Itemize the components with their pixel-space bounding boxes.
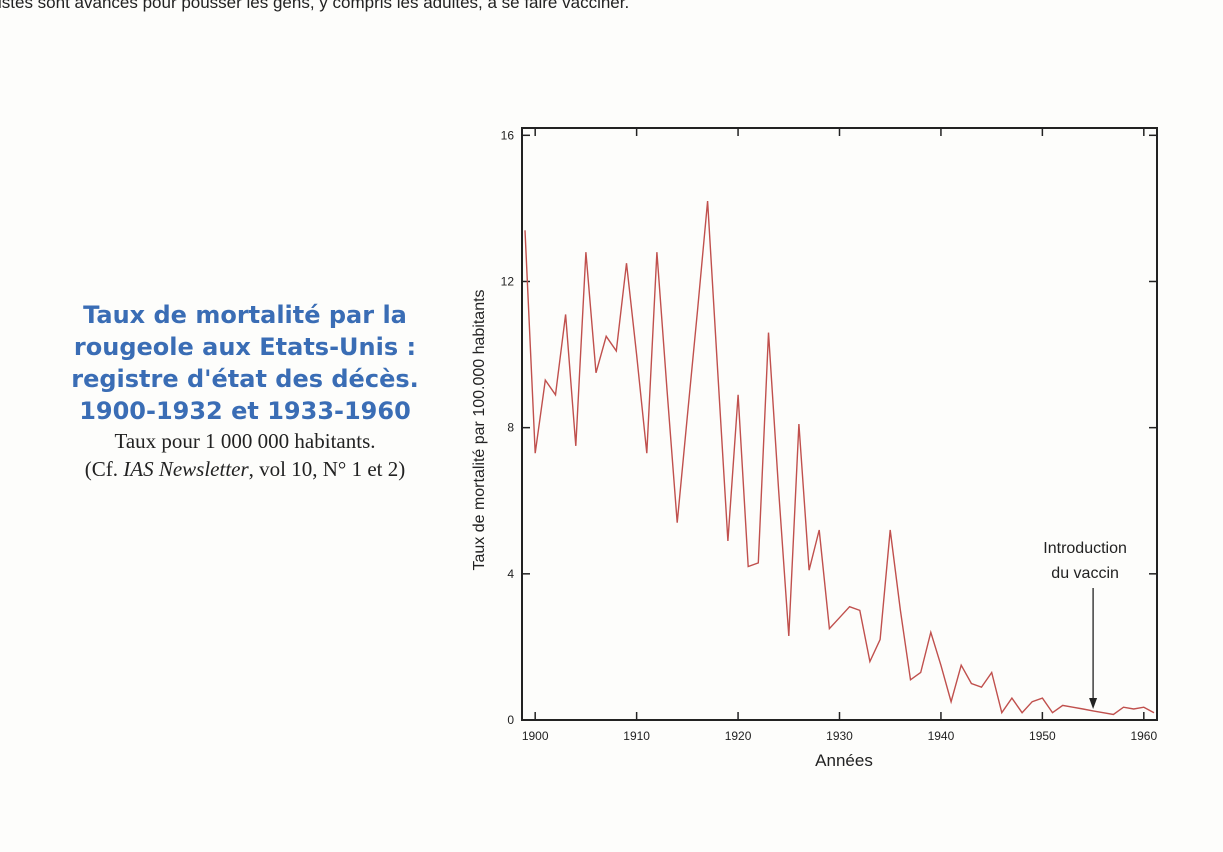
data-line	[524, 201, 1155, 716]
y-tick-label: 8	[507, 421, 514, 435]
x-tick-label: 1950	[1029, 729, 1056, 743]
caption-note: Taux pour 1 000 000 habitants.	[115, 429, 376, 453]
annotation-arrowhead	[1089, 698, 1098, 709]
x-tick-label: 1910	[623, 729, 650, 743]
y-axis-label: Taux de mortalité par 100.000 habitants	[471, 289, 488, 570]
citation-part: (Cf.	[85, 457, 124, 481]
caption-citation: (Cf. IAS Newsletter, vol 10, N° 1 et 2)	[85, 457, 405, 481]
x-tick-label: 1900	[522, 729, 549, 743]
citation-part: , vol 10, N° 1 et 2)	[249, 457, 406, 481]
y-tick-label: 12	[501, 274, 515, 288]
y-tick-label: 4	[507, 567, 514, 581]
y-tick-label: 0	[507, 713, 514, 727]
x-axis-label: Années	[815, 751, 873, 770]
x-tick-label: 1940	[928, 729, 955, 743]
caption-title: 1900-1932 et 1933-1960	[79, 397, 411, 425]
top-text: istes sont avancés pour pousser les gens…	[0, 0, 629, 12]
y-tick-label: 16	[501, 128, 515, 142]
citation-journal: IAS Newsletter	[122, 457, 249, 481]
x-tick-label: 1930	[826, 729, 853, 743]
x-tick-label: 1920	[725, 729, 752, 743]
x-tick-label: 1960	[1130, 729, 1157, 743]
caption-title: rougeole aux Etats-Unis :	[74, 333, 416, 361]
caption-title: registre d'état des décès.	[71, 365, 419, 393]
caption-title: Taux de mortalité par la	[83, 301, 407, 329]
annotation-text: du vaccin	[1051, 565, 1119, 582]
annotation-text: Introduction	[1043, 540, 1127, 557]
